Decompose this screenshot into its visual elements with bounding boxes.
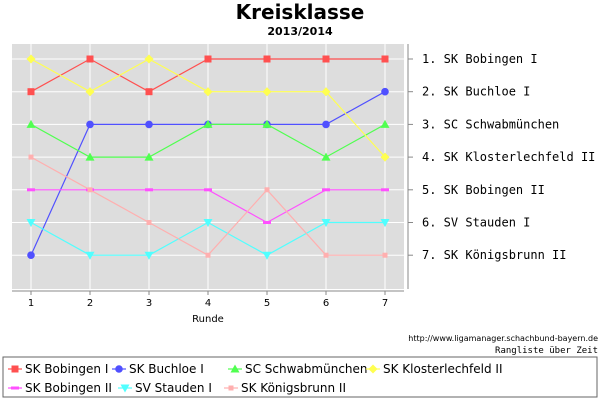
x-tick-label: 5 <box>264 298 270 309</box>
data-point <box>263 221 271 224</box>
data-point <box>86 120 94 129</box>
x-ticks: 1 2 3 4 5 6 7 <box>28 291 388 309</box>
legend-marker <box>115 365 123 373</box>
x-tick-label: 1 <box>28 298 34 309</box>
data-point <box>26 219 36 227</box>
rank-ticks: 1. SK Bobingen I 2. SK Buchloe I 3. SC Sch… <box>408 52 595 262</box>
data-point <box>322 120 330 129</box>
x-tick-label: 7 <box>382 298 388 309</box>
chart-title: Kreisklasse <box>236 0 365 24</box>
data-point <box>262 251 272 260</box>
data-point <box>203 219 213 227</box>
legend-marker <box>230 364 240 373</box>
data-point <box>203 87 213 97</box>
data-point <box>321 87 331 97</box>
legend-marker <box>120 384 130 393</box>
data-point <box>144 54 154 64</box>
data-point <box>380 152 390 162</box>
data-point <box>85 152 95 161</box>
chart-subtitle: 2013/2014 <box>267 25 333 38</box>
data-point <box>26 119 36 128</box>
legend-label: SK Königsbrunn II <box>241 381 346 395</box>
legend-item: SK Buchloe I <box>112 362 204 376</box>
data-point <box>145 120 153 129</box>
data-point <box>26 54 36 64</box>
data-point <box>145 88 153 96</box>
legend-marker <box>368 364 378 374</box>
data-point <box>144 251 154 260</box>
rank-label: 5. SK Bobingen II <box>422 183 545 197</box>
data-point <box>205 252 211 258</box>
data-point <box>204 55 212 63</box>
data-point <box>381 188 389 192</box>
source-url: http://www.ligamanager.schachbund-bayern… <box>408 334 598 343</box>
series <box>26 54 390 162</box>
series <box>27 55 389 96</box>
legend-item: SK Bobingen I <box>8 362 108 376</box>
data-point <box>27 188 35 192</box>
rank-label: 2. SK Buchloe I <box>422 85 530 99</box>
rank-label: 7. SK Königsbrunn II <box>422 248 567 262</box>
data-point <box>382 252 388 258</box>
data-point <box>86 55 94 63</box>
data-point <box>85 87 95 97</box>
legend-label: SK Klosterlechfeld II <box>383 362 503 376</box>
data-point <box>27 88 35 96</box>
data-point <box>321 219 331 227</box>
data-point <box>204 188 212 192</box>
data-point <box>322 188 330 192</box>
data-point <box>146 220 152 225</box>
rank-label: 3. SC Schwabmünchen <box>422 117 559 131</box>
data-point <box>262 87 272 97</box>
rank-label: 1. SK Bobingen I <box>422 52 538 66</box>
rank-label: 4. SK Klosterlechfeld II <box>422 150 595 164</box>
data-point <box>323 252 329 258</box>
x-axis-label: Runde <box>192 314 224 325</box>
legend-label: SV Stauden I <box>135 381 212 395</box>
data-point <box>262 119 272 128</box>
data-point <box>27 251 35 259</box>
data-point <box>321 152 331 161</box>
data-point <box>380 219 390 227</box>
data-point <box>380 119 390 128</box>
legend-item: SK Bobingen II <box>8 381 112 395</box>
legend: SK Bobingen I SK Buchloe I SC Schwabmünche… <box>8 362 503 395</box>
legend-item: SK Klosterlechfeld II <box>366 362 503 376</box>
data-point <box>322 55 330 63</box>
legend-marker <box>11 386 19 390</box>
data-point <box>28 154 34 160</box>
x-tick-label: 3 <box>146 298 152 309</box>
legend-item: SC Schwabmünchen <box>228 362 368 376</box>
data-point <box>144 152 154 161</box>
legend-item: SV Stauden I <box>118 381 212 395</box>
series <box>28 154 388 258</box>
legend-box <box>2 356 598 398</box>
legend-label: SK Bobingen II <box>25 381 112 395</box>
data-point <box>264 187 270 193</box>
data-point <box>203 119 213 128</box>
data-point <box>87 187 93 193</box>
data-point <box>85 251 95 260</box>
data-point <box>263 55 271 63</box>
series <box>26 119 390 161</box>
series <box>27 87 389 259</box>
legend-label: SC Schwabmünchen <box>245 362 368 376</box>
series-group <box>26 54 390 260</box>
rank-label: 6. SV Stauden I <box>422 216 530 230</box>
chart-caption: Rangliste über Zeit <box>495 346 598 356</box>
x-tick-label: 2 <box>87 298 93 309</box>
legend-marker <box>11 365 19 373</box>
legend-item: SK Königsbrunn II <box>224 381 346 395</box>
legend-label: SK Bobingen I <box>25 362 108 376</box>
x-tick-label: 6 <box>323 298 329 309</box>
x-tick-label: 4 <box>205 298 211 309</box>
data-point <box>381 55 389 63</box>
legend-label: SK Buchloe I <box>129 362 204 376</box>
data-point <box>381 87 389 96</box>
data-point <box>145 188 153 192</box>
legend-marker <box>228 385 234 391</box>
series <box>26 219 390 260</box>
